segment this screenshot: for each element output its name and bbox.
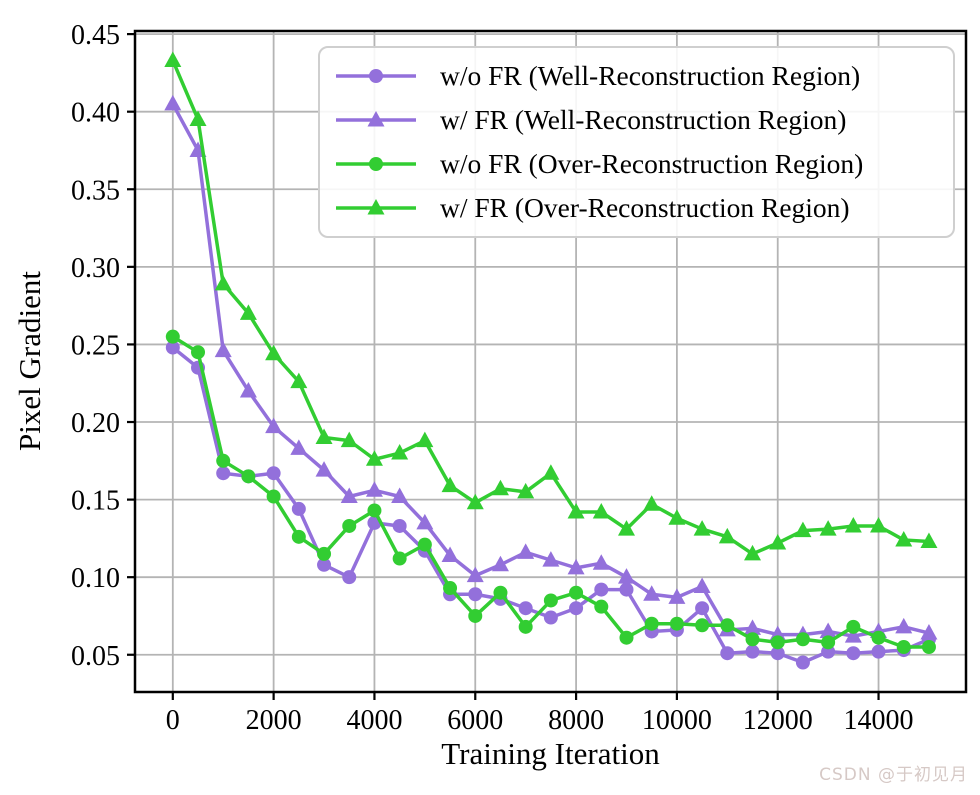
x-axis-label: Training Iteration	[441, 736, 660, 771]
legend-label: w/o FR (Over-Reconstruction Region)	[440, 148, 864, 180]
x-tick-label: 4000	[346, 705, 402, 736]
y-tick-label: 0.15	[71, 486, 120, 517]
legend-item: w/ FR (Well-Reconstruction Region)	[320, 105, 953, 135]
x-tick-label: 0	[166, 705, 180, 736]
y-tick-label: 0.20	[71, 408, 120, 439]
y-tick-label: 0.45	[71, 20, 120, 51]
y-tick-label: 0.25	[71, 330, 120, 361]
purple-triangle-line-icon	[336, 111, 416, 127]
series-0	[165, 340, 936, 670]
legend-label: w/ FR (Well-Reconstruction Region)	[440, 104, 847, 136]
y-tick-label: 0.05	[71, 641, 120, 672]
x-tick-label: 12000	[743, 705, 813, 736]
legend-label: w/ FR (Over-Reconstruction Region)	[440, 192, 850, 224]
legend: w/o FR (Well-Reconstruction Region) w/ F…	[318, 46, 955, 238]
legend-item: w/o FR (Over-Reconstruction Region)	[320, 149, 953, 179]
legend-label: w/o FR (Well-Reconstruction Region)	[440, 60, 861, 92]
x-tick-label: 10000	[642, 705, 712, 736]
axes-ticks: 0 2000 4000 6000 8000 10000 12000 14000 0.05 0.10…	[71, 20, 914, 736]
y-tick-label: 0.10	[71, 563, 120, 594]
x-tick-label: 2000	[246, 705, 302, 736]
watermark: CSDN @于初见月	[819, 765, 968, 785]
legend-item: w/ FR (Over-Reconstruction Region)	[320, 193, 953, 223]
plot-border	[133, 29, 968, 694]
y-tick-label: 0.40	[71, 98, 120, 129]
purple-circle-line-icon	[336, 69, 416, 83]
x-tick-label: 14000	[844, 705, 914, 736]
green-triangle-line-icon	[336, 199, 416, 215]
series-3	[164, 51, 938, 561]
y-tick-label: 0.35	[71, 175, 120, 206]
x-tick-label: 8000	[548, 705, 604, 736]
x-tick-label: 6000	[447, 705, 503, 736]
y-tick-label: 0.30	[71, 253, 120, 284]
series-2	[165, 329, 936, 655]
y-axis-label: Pixel Gradient	[12, 271, 47, 451]
green-circle-line-icon	[336, 157, 416, 171]
legend-item: w/o FR (Well-Reconstruction Region)	[320, 61, 953, 91]
